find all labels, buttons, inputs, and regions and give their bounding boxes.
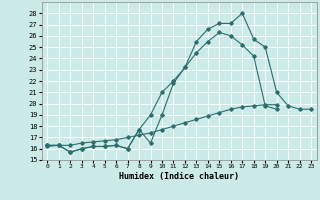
- X-axis label: Humidex (Indice chaleur): Humidex (Indice chaleur): [119, 172, 239, 181]
